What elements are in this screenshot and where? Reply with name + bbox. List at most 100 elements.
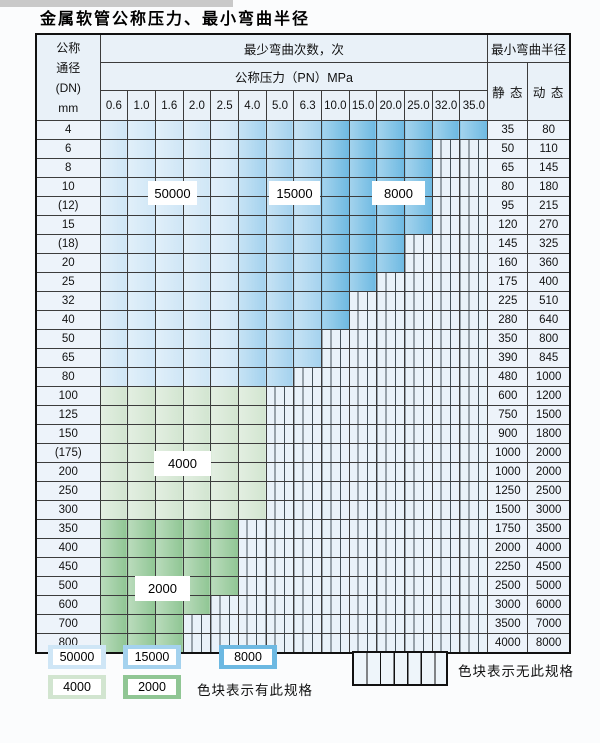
spec-cell-8000 (348, 139, 378, 159)
pressure-column-header: 0.6 (99, 90, 129, 121)
legend-value: 50000 (53, 649, 101, 665)
no-spec-cell (459, 500, 489, 520)
spec-cell-15000 (265, 367, 295, 387)
static-radius-cell: 225 (487, 291, 529, 311)
legend-value: 2000 (128, 679, 176, 695)
no-spec-cell (459, 291, 489, 311)
no-spec-cell (459, 595, 489, 615)
spec-cell-50000 (210, 158, 239, 178)
spec-cell-50000 (99, 139, 129, 159)
no-spec-cell (265, 595, 295, 615)
dynamic-radius-cell: 2000 (527, 462, 571, 482)
dn-cell: 40 (35, 310, 101, 330)
spec-cell-4000 (237, 405, 267, 425)
static-radius-cell: 900 (487, 424, 529, 444)
legend-no-spec-swatch (352, 651, 448, 686)
spec-cell-50000 (127, 272, 156, 292)
spec-cell-4000 (210, 443, 239, 463)
no-spec-cell (348, 348, 378, 368)
no-spec-cell (265, 481, 295, 501)
table-row: 6 50 110 (35, 139, 571, 159)
dynamic-radius-cell: 360 (527, 253, 571, 273)
no-spec-cell (182, 633, 212, 654)
spec-cell-2000 (182, 557, 212, 577)
grid-label-4000: 4000 (154, 451, 211, 476)
spec-cell-8000 (321, 139, 350, 159)
no-spec-cell (404, 443, 433, 463)
table-row: 800 4000 8000 (35, 633, 571, 654)
no-spec-cell (182, 614, 212, 634)
spec-cell-50000 (127, 234, 156, 254)
spec-cell-2000 (210, 519, 239, 539)
no-spec-cell (431, 253, 461, 273)
spec-cell-50000 (182, 253, 212, 273)
spec-cell-2000 (127, 538, 156, 558)
table-row: 4 35 80 (35, 120, 571, 140)
spec-cell-4000 (210, 405, 239, 425)
table-row: 8 65 145 (35, 158, 571, 178)
dynamic-radius-cell: 845 (527, 348, 571, 368)
no-spec-cell (321, 538, 350, 558)
no-spec-cell (459, 633, 489, 654)
spec-cell-2000 (210, 538, 239, 558)
spec-cell-8000 (376, 158, 406, 178)
static-radius-cell: 3500 (487, 614, 529, 634)
no-spec-cell (459, 348, 489, 368)
dynamic-radius-cell: 6000 (527, 595, 571, 615)
spec-cell-15000 (293, 272, 323, 292)
no-spec-cell (404, 253, 433, 273)
pressure-column-header: 2.5 (210, 90, 239, 121)
spec-cell-4000 (154, 500, 184, 520)
spec-cell-4000 (210, 386, 239, 406)
no-spec-cell (348, 291, 378, 311)
spec-cell-15000 (237, 310, 267, 330)
spec-cell-2000 (210, 557, 239, 577)
spec-cell-50000 (210, 234, 239, 254)
no-spec-cell (321, 519, 350, 539)
spec-cell-15000 (293, 348, 323, 368)
no-spec-cell (459, 443, 489, 463)
dn-cell: 300 (35, 500, 101, 520)
spec-cell-4000 (182, 500, 212, 520)
spec-cell-15000 (237, 253, 267, 273)
spec-cell-2000 (99, 538, 129, 558)
no-spec-cell (321, 500, 350, 520)
spec-cell-4000 (237, 424, 267, 444)
spec-cell-50000 (154, 234, 184, 254)
spec-cell-8000 (348, 177, 378, 197)
table-row: (175) 1000 2000 (35, 443, 571, 463)
spec-cell-50000 (154, 291, 184, 311)
spec-cell-15000 (265, 272, 295, 292)
dn-header-line: mm (58, 100, 79, 115)
spec-cell-50000 (182, 215, 212, 235)
dynamic-radius-cell: 180 (527, 177, 571, 197)
no-spec-cell (293, 633, 323, 654)
dynamic-radius-cell: 1500 (527, 405, 571, 425)
dn-header-line: (DN) (55, 80, 81, 95)
no-spec-cell (376, 329, 406, 349)
no-spec-cell (459, 519, 489, 539)
table-row: 20 160 360 (35, 253, 571, 273)
no-spec-cell (265, 519, 295, 539)
no-spec-cell (459, 576, 489, 596)
no-spec-cell (321, 481, 350, 501)
dynamic-column-header: 动 态 (527, 62, 571, 121)
spec-cell-50000 (99, 215, 129, 235)
spec-cell-15000 (265, 139, 295, 159)
static-radius-cell: 390 (487, 348, 529, 368)
static-radius-cell: 175 (487, 272, 529, 292)
no-spec-cell (348, 538, 378, 558)
no-spec-cell (237, 538, 267, 558)
spec-cell-4000 (237, 500, 267, 520)
legend-value: 8000 (224, 649, 272, 665)
pressure-column-header: 20.0 (376, 90, 406, 121)
table-row: 700 3500 7000 (35, 614, 571, 634)
no-spec-cell (265, 500, 295, 520)
no-spec-cell (459, 234, 489, 254)
pressure-column-header: 10.0 (321, 90, 350, 121)
no-spec-cell (321, 424, 350, 444)
spec-cell-4000 (99, 424, 129, 444)
dn-cell: 200 (35, 462, 101, 482)
static-radius-cell: 280 (487, 310, 529, 330)
